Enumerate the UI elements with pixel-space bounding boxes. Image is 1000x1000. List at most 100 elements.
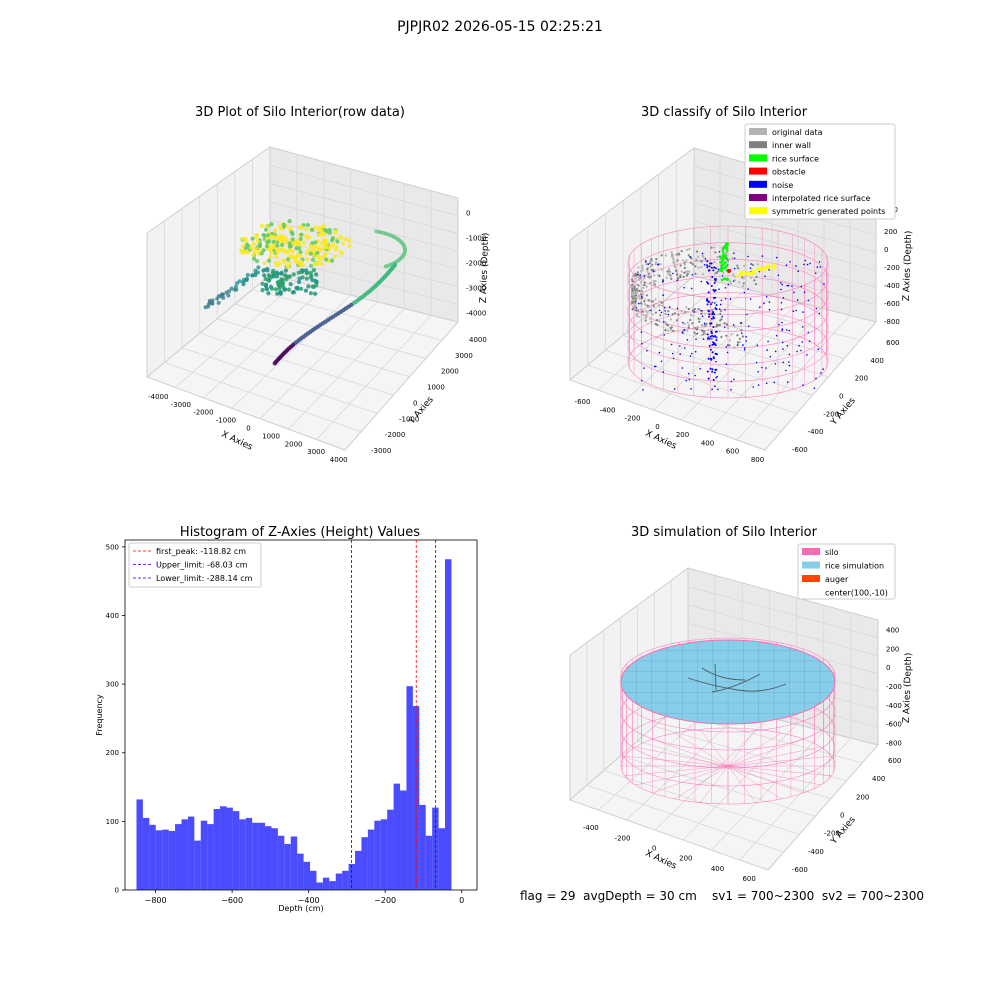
classify-point [719, 309, 722, 312]
raw-x-tick: -2000 [193, 409, 213, 417]
classify-point [667, 329, 670, 332]
classify-point [671, 313, 674, 316]
classify-point [725, 363, 728, 366]
classify-point [775, 334, 778, 337]
classify-point [658, 319, 661, 322]
raw-point [259, 251, 264, 256]
classify-point [707, 269, 710, 272]
classify-point [726, 242, 729, 246]
classify-point [699, 367, 701, 370]
classify-point [662, 371, 665, 373]
classify-point [641, 266, 644, 270]
classify-point [714, 289, 717, 292]
classify-point [685, 306, 688, 309]
classify-point [713, 302, 716, 304]
classify-point [687, 307, 690, 311]
classify-point [795, 309, 797, 312]
classify-point [733, 325, 736, 328]
hist-bar [271, 828, 278, 890]
classify-legend-swatch [749, 154, 767, 162]
sim-x-tick: -400 [583, 824, 599, 832]
classify-legend-label: interpolated rice surface [772, 194, 870, 203]
sim-xticks: -400 -200 0 200 400 600 [583, 824, 756, 883]
classify-point [800, 285, 803, 288]
raw-point [293, 259, 298, 264]
classify-z-tick: 0 [884, 246, 888, 254]
raw-point [279, 271, 284, 276]
classify-point [723, 326, 726, 329]
classify-point [679, 276, 682, 279]
classify-point [637, 302, 640, 305]
classify-point [649, 260, 652, 263]
classify-point [763, 302, 765, 305]
classify-point [688, 270, 691, 273]
classify-point [743, 349, 746, 351]
classify-point [633, 287, 636, 290]
classify-point [788, 364, 791, 367]
classify-point [636, 273, 639, 276]
classify-point [649, 282, 652, 285]
classify-point [669, 275, 672, 278]
classify-point [820, 372, 822, 374]
classify-x-tick: -400 [600, 406, 616, 414]
classify-point [709, 322, 712, 325]
classify-point [808, 340, 811, 343]
raw-point [273, 261, 279, 266]
raw-z-tick: 0 [466, 210, 470, 218]
classify-point [725, 251, 728, 254]
raw-point [270, 250, 275, 255]
classify-point [689, 313, 693, 317]
classify-point [682, 321, 684, 324]
raw-point [278, 291, 283, 296]
classify-point [747, 288, 749, 290]
raw-x-tick: -3000 [171, 401, 191, 409]
classify-point [641, 269, 645, 272]
classify-point [706, 337, 709, 340]
classify-point [725, 334, 728, 337]
classify-point [715, 360, 717, 363]
raw-point [296, 280, 302, 285]
raw-x-tick: 1000 [262, 432, 280, 440]
hist-bar [380, 819, 388, 890]
classify-point [690, 287, 693, 290]
raw-y-tick: 4000 [469, 336, 487, 344]
classify-y-tick: -400 [808, 428, 824, 436]
classify-zticks: 200 0 -200 -400 -600 -800 [884, 228, 900, 326]
classify-point [725, 246, 729, 250]
raw-point [299, 269, 304, 275]
hist-bar [316, 882, 323, 890]
classify-point [720, 266, 724, 270]
classify-point [721, 253, 725, 257]
classify-point [765, 382, 768, 385]
classify-point [690, 388, 692, 390]
classify-point [718, 251, 721, 253]
raw-point [253, 246, 258, 251]
raw-point [310, 248, 315, 253]
raw-point [335, 239, 340, 244]
raw-point [313, 225, 318, 230]
classify-point [757, 384, 760, 386]
classify-point [704, 332, 707, 335]
raw-z-tick: -1000 [466, 235, 486, 243]
sim-auger [714, 663, 717, 691]
classify-point [714, 296, 717, 299]
classify-point [637, 275, 641, 278]
classify-point [701, 324, 704, 327]
classify-point [804, 259, 806, 262]
classify-point [717, 388, 719, 391]
raw-point [298, 253, 303, 259]
classify-point [736, 341, 740, 344]
classify-point [645, 313, 648, 316]
hist-bar [149, 824, 156, 890]
classify-point [797, 270, 799, 273]
classify-point [736, 334, 739, 337]
classify-point [747, 255, 749, 258]
hist-bar [400, 790, 407, 890]
classify-point [715, 323, 719, 326]
raw-point [347, 244, 352, 249]
classify-legend: original data inner wall rice surface obsta… [744, 123, 896, 220]
classify-point [769, 355, 772, 358]
classify-point [659, 300, 662, 303]
classify-point [807, 299, 810, 302]
classify-point [733, 378, 735, 381]
